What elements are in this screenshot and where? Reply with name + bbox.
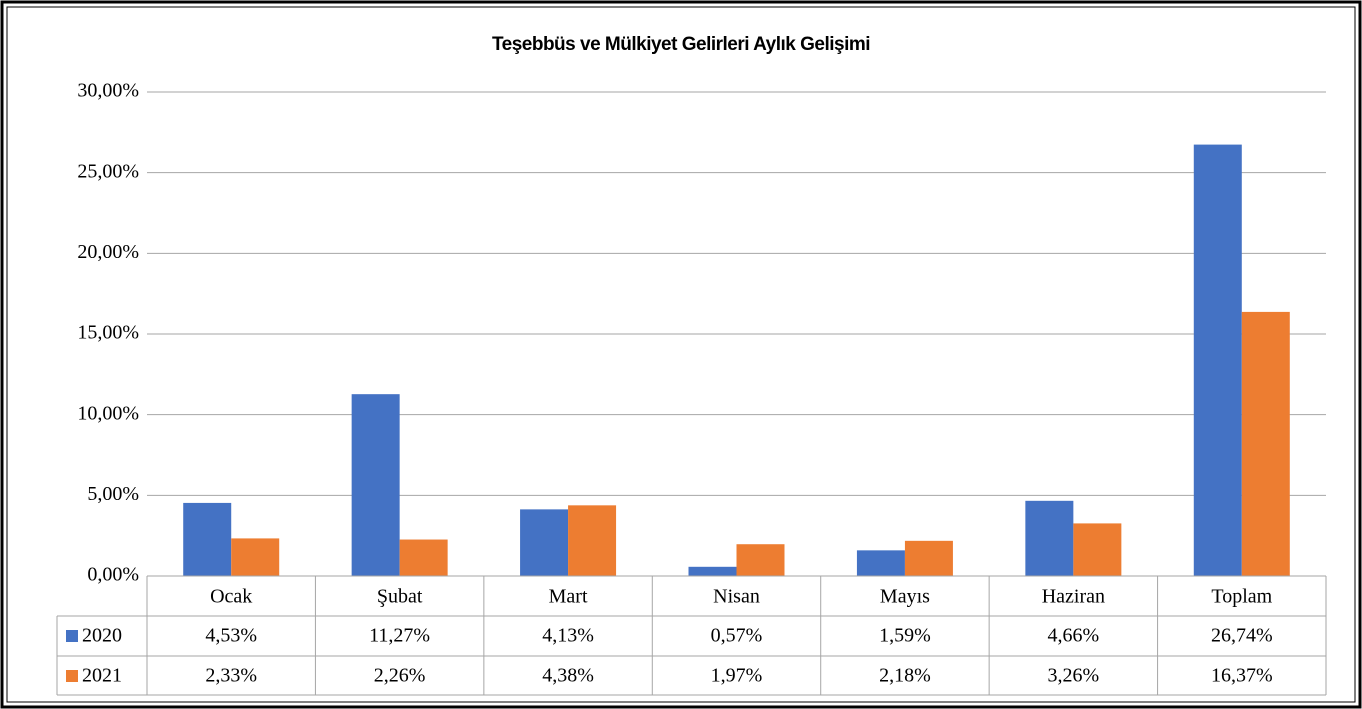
bar [736, 544, 785, 576]
y-tick-label: 20,00% [77, 241, 139, 263]
x-tick-label: Şubat [377, 586, 423, 608]
table-cell: 16,37% [1211, 665, 1273, 687]
table-cell: 4,66% [1048, 625, 1100, 647]
table-cell: 1,59% [879, 625, 931, 647]
bar [183, 502, 232, 576]
table-cell: 4,38% [542, 665, 594, 687]
table-cell: 3,26% [1048, 665, 1100, 687]
chart-title: Teşebbüs ve Mülkiyet Gelirleri Aylık Gel… [492, 34, 870, 55]
table-cell: 4,53% [205, 625, 257, 647]
y-tick-label: 15,00% [77, 322, 139, 344]
x-tick-label: Nisan [713, 586, 760, 608]
bar [231, 538, 280, 576]
bar [688, 566, 737, 576]
bar [399, 539, 448, 576]
y-tick-label: 25,00% [77, 160, 139, 182]
table-cell: 2,33% [205, 665, 257, 687]
bar [1025, 500, 1074, 576]
y-tick-label: 5,00% [87, 483, 139, 505]
x-tick-label: Haziran [1042, 586, 1105, 608]
x-tick-label: Toplam [1211, 586, 1272, 608]
x-tick-label: Mart [549, 586, 588, 608]
bar [568, 505, 617, 576]
y-tick-label: 10,00% [77, 402, 139, 424]
inner-frame [6, 6, 1356, 703]
x-tick-label: Mayıs [880, 586, 930, 608]
y-tick-label: 30,00% [77, 80, 139, 102]
bar [1193, 144, 1242, 576]
y-tick-label: 0,00% [87, 564, 139, 586]
table-cell: 4,13% [542, 625, 594, 647]
bar [1073, 523, 1122, 576]
legend-label: 2021 [82, 665, 122, 687]
legend-label: 2020 [82, 625, 122, 647]
x-tick-label: Ocak [210, 586, 252, 608]
table-cell: 2,26% [374, 665, 426, 687]
legend-swatch [66, 670, 78, 682]
table-cell: 2,18% [879, 665, 931, 687]
table-cell: 11,27% [369, 625, 430, 647]
bar [1241, 311, 1290, 576]
bar [351, 394, 400, 576]
table-cell: 26,74% [1211, 625, 1273, 647]
table-cell: 0,57% [711, 625, 763, 647]
legend-swatch [66, 630, 78, 642]
table-cell: 1,97% [711, 665, 763, 687]
bar [520, 509, 569, 576]
bar [856, 550, 905, 576]
bar [904, 540, 953, 576]
